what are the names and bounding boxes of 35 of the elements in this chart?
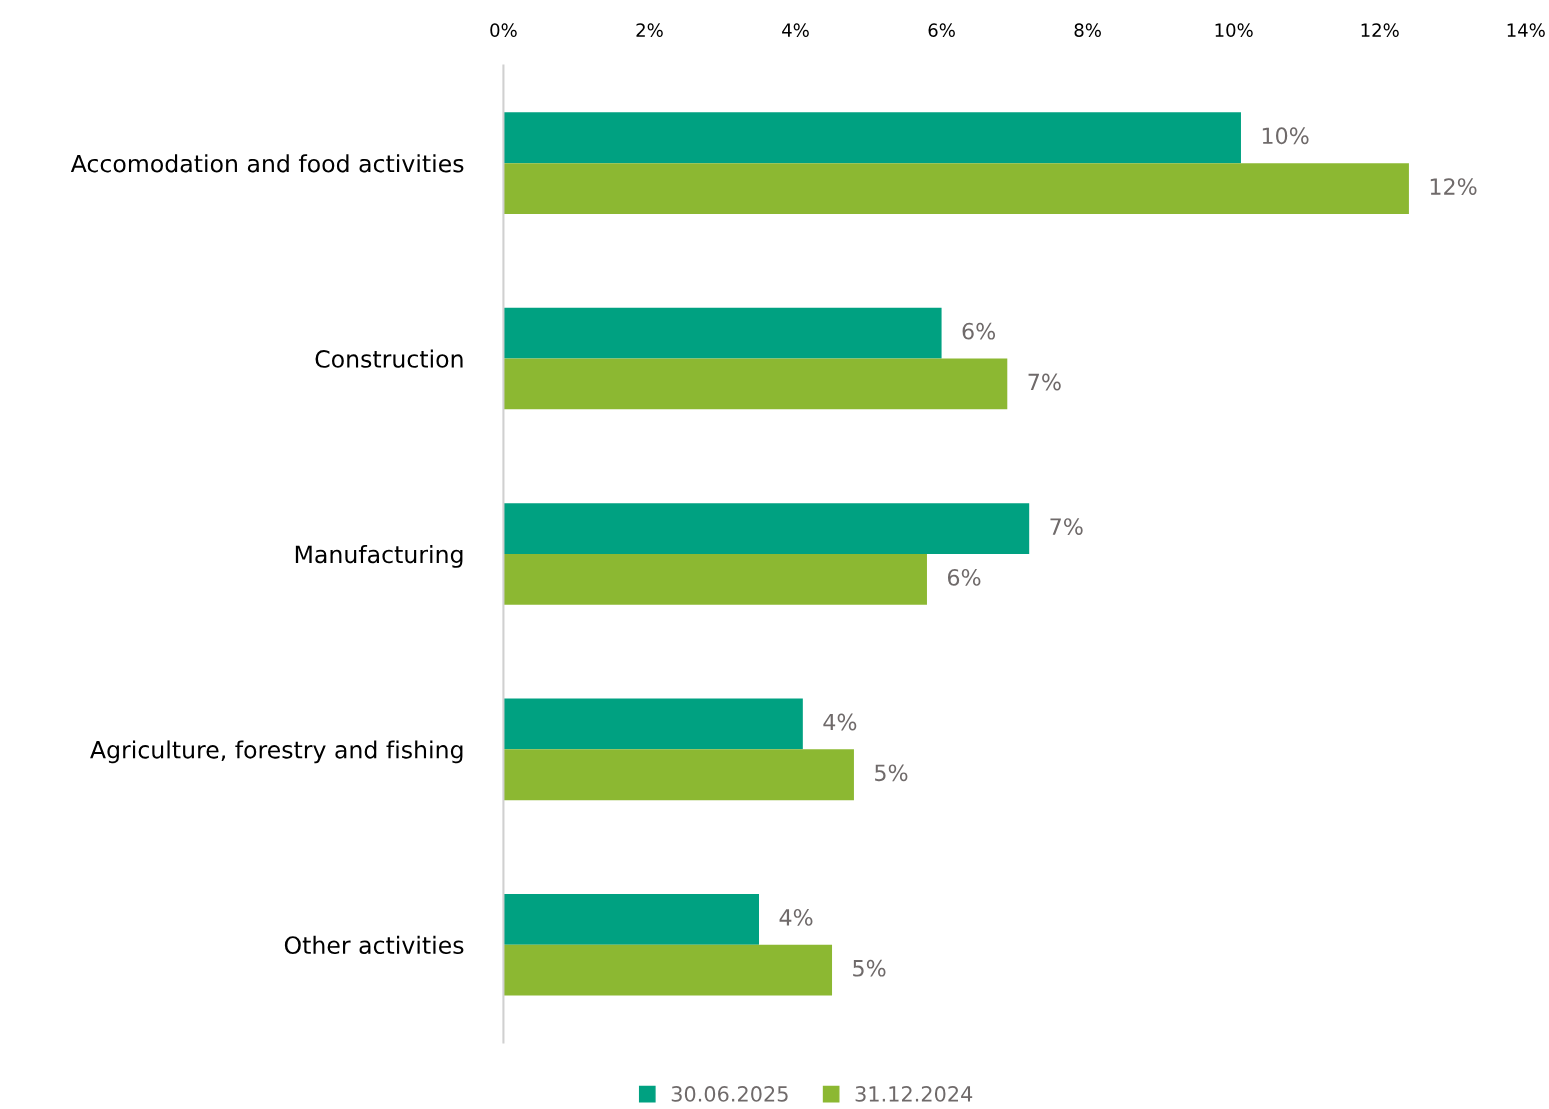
data-label: 6%	[962, 322, 996, 340]
x-tick-label: 8%	[1074, 23, 1101, 37]
data-label: 10%	[1262, 127, 1309, 145]
y-tick-label: Accomodation and food activities	[70, 154, 464, 173]
x-tick-label: 6%	[928, 23, 955, 37]
x-tick-label: 2%	[636, 23, 663, 37]
x-tick-label: 12%	[1361, 23, 1399, 37]
legend-label: 31.12.2024	[855, 1086, 973, 1102]
bar	[503, 163, 1409, 214]
y-tick-label: Manufacturing	[295, 544, 463, 568]
data-label: 6%	[947, 568, 981, 586]
y-tick-label: Construction	[315, 349, 463, 368]
bar	[503, 749, 854, 801]
x-tick-label: 14%	[1507, 23, 1545, 37]
legend-label: 30.06.2025	[671, 1086, 788, 1102]
data-label: 4%	[823, 713, 857, 731]
x-tick-label: 10%	[1215, 23, 1253, 37]
x-tick-label: 4%	[782, 23, 809, 37]
y-tick-label: Agriculture, forestry and fishing	[90, 740, 463, 764]
data-label: 12%	[1430, 178, 1477, 195]
x-tick-label: 0%	[490, 23, 517, 37]
bar	[503, 553, 927, 605]
bar	[503, 944, 833, 996]
bar	[503, 503, 1030, 554]
bar	[503, 307, 942, 359]
data-label: 4%	[779, 908, 813, 926]
data-label: 5%	[853, 959, 886, 977]
bar	[503, 112, 1241, 164]
data-label: 7%	[1028, 373, 1061, 391]
bar	[503, 698, 803, 750]
data-label: 5%	[875, 764, 908, 782]
bar	[503, 358, 1008, 410]
data-label: 7%	[1050, 518, 1083, 535]
bar	[503, 893, 760, 945]
y-tick-label: Other activities	[284, 935, 464, 955]
